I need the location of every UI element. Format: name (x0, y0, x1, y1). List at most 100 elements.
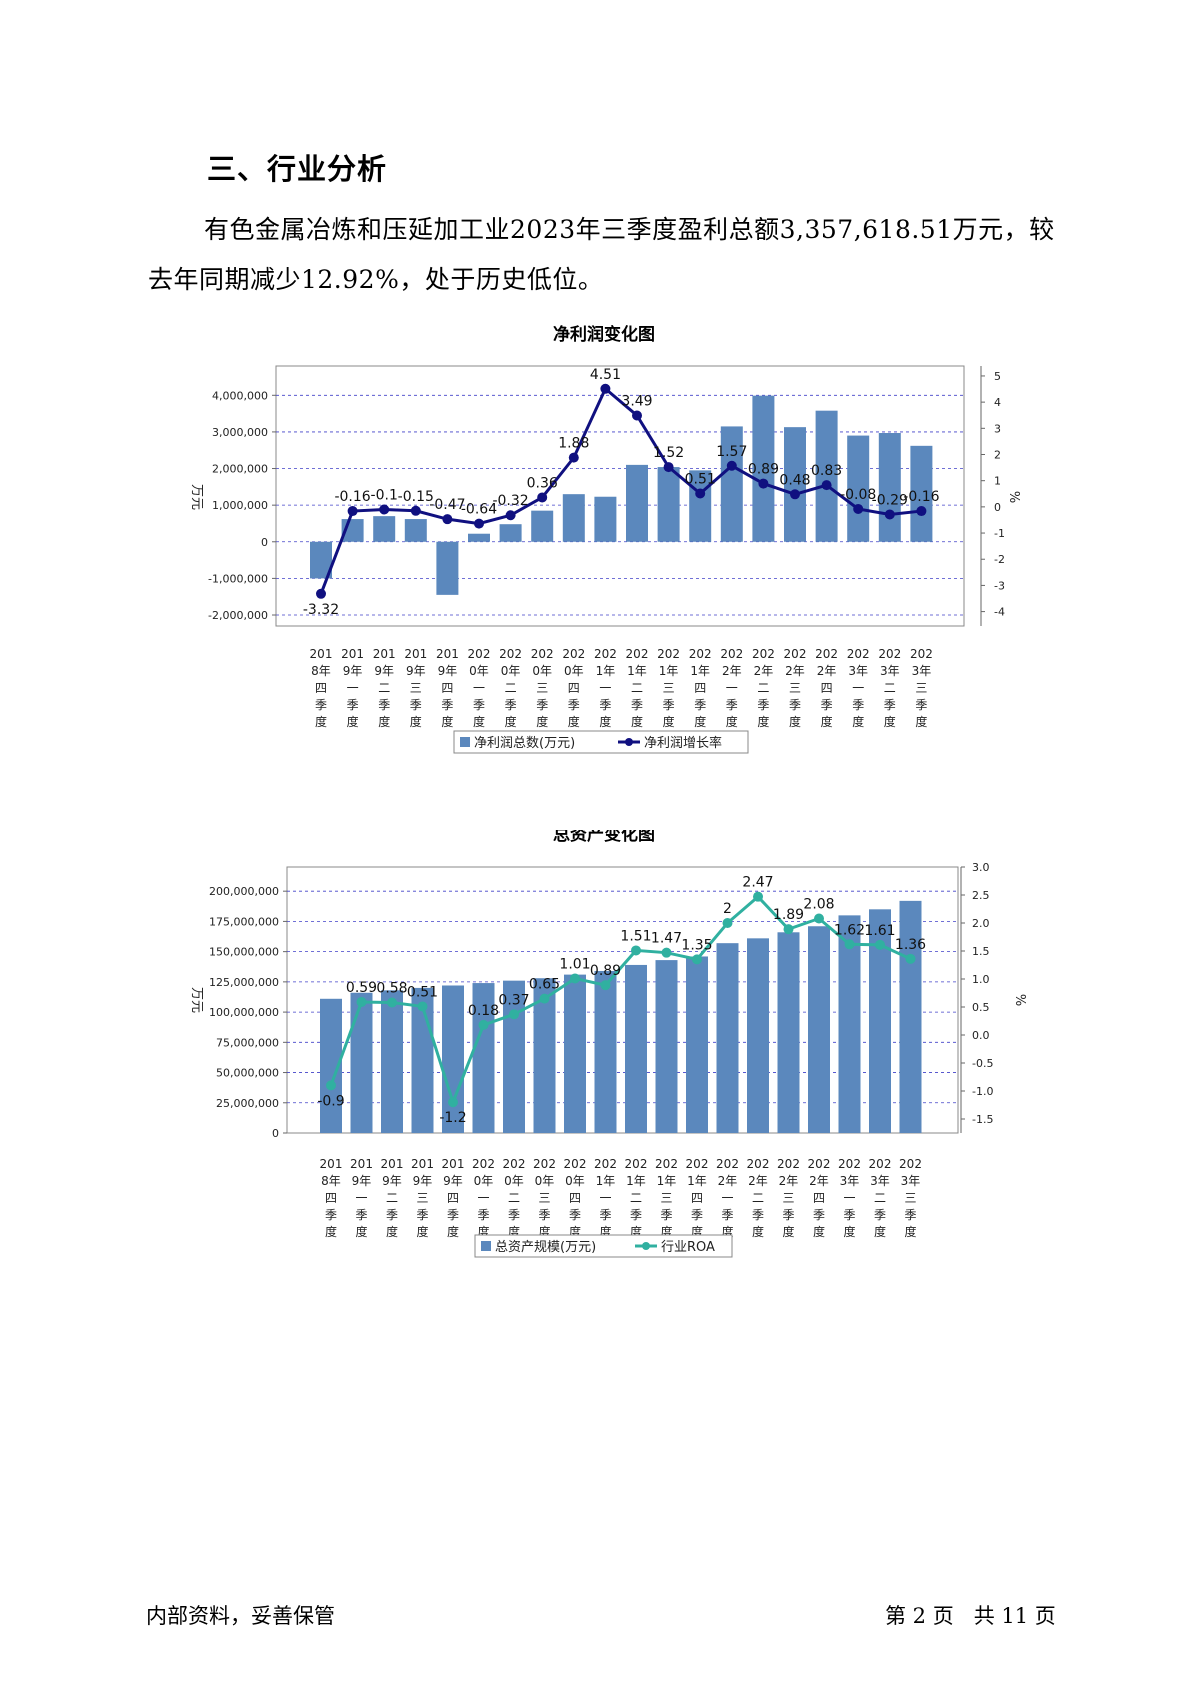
category-label: 二 (378, 681, 390, 695)
left-tick-label: 125,000,000 (209, 976, 279, 989)
bar (503, 980, 525, 1133)
right-tick-label: 2 (994, 448, 1001, 461)
category-label: 季 (568, 698, 580, 712)
bar (752, 395, 775, 542)
line-data-label: -3.32 (303, 602, 339, 618)
left-tick-label: 50,000,000 (216, 1067, 279, 1080)
category-label: 202 (716, 1157, 739, 1171)
left-tick-label: 25,000,000 (216, 1097, 279, 1110)
category-label: 1年 (596, 1174, 616, 1188)
category-label: 度 (694, 714, 706, 729)
line-data-label: 1.57 (716, 444, 747, 460)
category-label: 度 (355, 1224, 367, 1239)
legend-line-marker (642, 1242, 650, 1250)
line-point (356, 996, 367, 1007)
category-label: 202 (626, 647, 649, 661)
line-series (319, 386, 922, 595)
line-point (783, 924, 794, 935)
right-tick-label: -1 (994, 527, 1005, 540)
category-label: 季 (386, 1208, 398, 1222)
category-label: 1年 (687, 1174, 707, 1188)
right-tick-label: -1.0 (972, 1085, 993, 1098)
category-label: 1年 (627, 664, 647, 678)
left-axis-title: 万元 (189, 484, 204, 510)
category-label: 季 (821, 698, 833, 712)
right-tick-label: -3 (994, 579, 1005, 592)
category-label: 202 (720, 647, 743, 661)
category-label: 202 (838, 1157, 861, 1171)
category-label: 季 (599, 1208, 611, 1222)
category-label: 三 (538, 1191, 550, 1205)
category-label: 季 (378, 698, 390, 712)
category-label: 202 (815, 647, 838, 661)
chart-svg: 净利润变化图 4,000,000 3,000,000 2,000,000 1,000,0… (189, 324, 1021, 754)
category-label: 度 (441, 714, 453, 729)
category-label: 度 (757, 714, 769, 729)
bar (720, 426, 743, 542)
line-point (387, 997, 397, 1008)
category-label: 度 (347, 714, 359, 729)
category-label: 季 (660, 1208, 672, 1222)
chart-title: 总资产变化图 (553, 830, 655, 845)
line-point (347, 506, 358, 517)
right-tick-label: 2.0 (972, 917, 990, 930)
line-point (509, 1009, 519, 1020)
category-label: 度 (386, 1224, 398, 1239)
category-label: 度 (726, 714, 738, 729)
bar (562, 494, 585, 542)
line-data-label: 1.52 (653, 445, 684, 461)
category-label: 1年 (626, 1174, 646, 1188)
chart-legend: 总资产规模(万元) 行业ROA (474, 1234, 733, 1258)
line-data-label: -0.32 (492, 493, 528, 509)
bar (373, 516, 396, 542)
bar (533, 978, 556, 1133)
bar (910, 445, 933, 542)
line-point (821, 480, 832, 491)
category-label: 9年 (374, 664, 394, 678)
line-data-label: 1.01 (559, 956, 590, 972)
category-label: 季 (538, 1208, 550, 1222)
right-tick-label: 0.0 (972, 1029, 990, 1042)
line-data-label: -0.29 (872, 492, 908, 508)
category-label: 202 (878, 647, 901, 661)
bar (869, 909, 891, 1133)
category-label: 202 (869, 1157, 892, 1171)
category-label: 三 (915, 681, 927, 695)
category-label: 201 (381, 1157, 404, 1171)
right-tick-label: 0 (994, 501, 1001, 514)
category-label: 9年 (352, 1174, 372, 1188)
line-series (329, 894, 912, 1107)
line-point (844, 939, 855, 950)
left-tick-label: 2,000,000 (212, 463, 268, 476)
line-point (758, 478, 769, 489)
line-data-label: 0.59 (346, 980, 377, 996)
line-data-label: 1.62 (834, 922, 865, 938)
category-label: 3年 (912, 664, 932, 678)
category-label: 季 (505, 698, 517, 712)
category-label: 9年 (406, 664, 426, 678)
line-point (474, 518, 484, 529)
category-label: 三 (663, 681, 675, 695)
right-tick-label: 2.5 (972, 889, 990, 902)
category-label: 四 (447, 1191, 459, 1205)
category-label: 201 (404, 647, 427, 661)
category-label: 202 (562, 647, 585, 661)
line-data-label: 1.88 (558, 436, 589, 452)
category-label: 202 (503, 1157, 526, 1171)
category-label: 度 (843, 1224, 855, 1239)
line-point (905, 953, 916, 964)
category-label: 度 (447, 1224, 459, 1239)
line-data-label: 0.89 (748, 462, 779, 478)
bar (808, 926, 830, 1133)
line-point (692, 954, 702, 965)
category-label: 季 (416, 1208, 428, 1222)
category-label: 一 (843, 1191, 855, 1205)
category-label: 201 (411, 1157, 434, 1171)
category-label: 0年 (501, 664, 521, 678)
category-label: 度 (315, 714, 327, 729)
right-tick-label: 3.0 (972, 861, 990, 874)
category-label: 一 (599, 1191, 611, 1205)
category-label: 201 (341, 647, 364, 661)
category-label: 二 (752, 1191, 764, 1205)
category-label: 202 (625, 1157, 648, 1171)
